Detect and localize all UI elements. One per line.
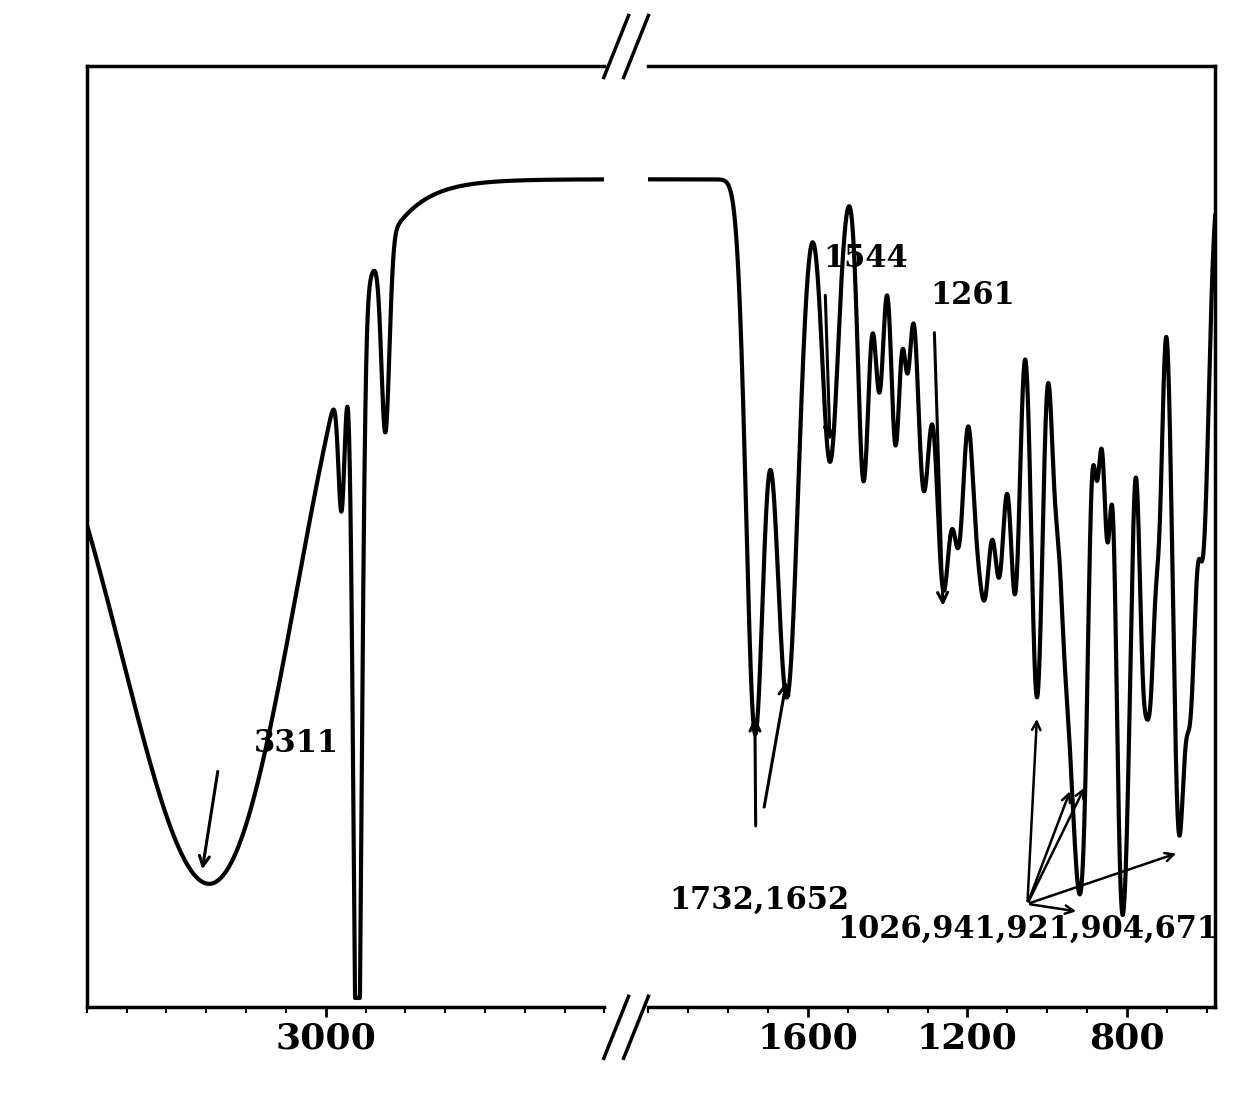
Text: 3311: 3311 — [254, 728, 339, 759]
Text: 1261: 1261 — [930, 280, 1014, 311]
Text: 1732,1652: 1732,1652 — [670, 886, 849, 917]
Text: 1544: 1544 — [823, 242, 908, 273]
Text: 1026,941,921,904,671: 1026,941,921,904,671 — [837, 913, 1218, 944]
